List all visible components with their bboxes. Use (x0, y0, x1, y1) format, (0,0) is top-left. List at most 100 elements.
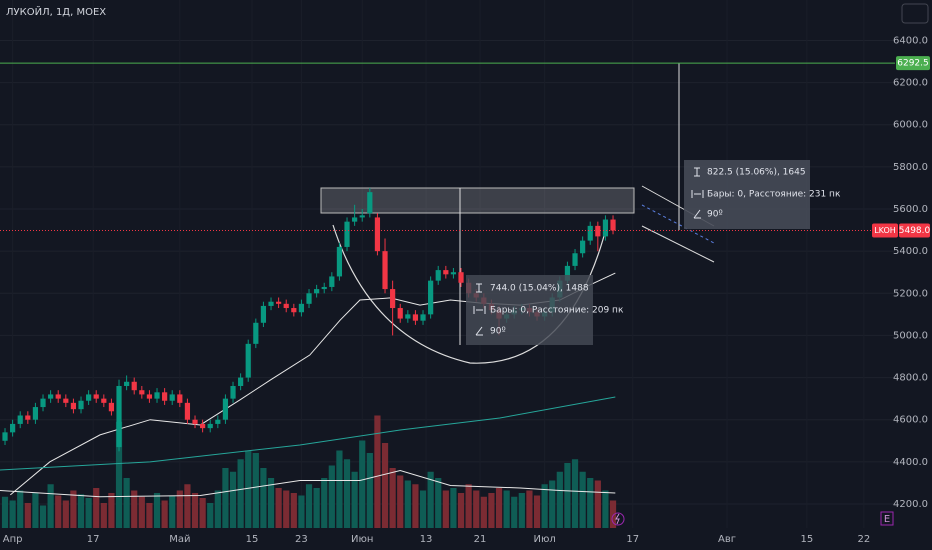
dividend-icon[interactable] (611, 512, 625, 526)
price-label: 6292.5 (897, 59, 929, 69)
candle-body (397, 308, 403, 319)
volume-bar (594, 480, 601, 528)
candle-body (420, 314, 426, 321)
candle-body (336, 246, 343, 277)
candle-body (10, 423, 16, 433)
y-tick-label: 5400.0 (893, 246, 928, 257)
volume-bar (328, 465, 335, 528)
measure-text: Бары: 0, Расстояние: 231 пк (707, 190, 841, 200)
candle-body (572, 253, 578, 266)
volume-bar (275, 488, 282, 528)
volume-bar (511, 496, 518, 528)
volume-bar (176, 490, 183, 528)
volume-bar (351, 471, 358, 528)
candle-body (405, 314, 411, 319)
volume-bar (138, 496, 145, 528)
candle-body (352, 217, 358, 222)
x-tick-label: Июн (351, 534, 373, 545)
volume-bar (473, 490, 480, 528)
volume-bar (70, 490, 77, 528)
volume-bar (298, 495, 305, 528)
channel-line (641, 225, 715, 263)
volume-bar (488, 493, 495, 528)
volume-bar (305, 484, 313, 528)
volume-bar (480, 496, 487, 528)
candle-body (222, 398, 229, 420)
overlays: 744.0 (15.04%), 1488 Бары: 0, Расстояние… (6, 3, 929, 526)
candle-body (276, 301, 282, 304)
candle-body (238, 377, 244, 386)
x-tick-label: 22 (857, 534, 870, 545)
candle-body (169, 394, 175, 401)
candle-body (230, 385, 236, 399)
measure-text: 744.0 (15.04%), 1488 (490, 284, 589, 294)
button[interactable] (901, 3, 929, 24)
candle-body (192, 419, 198, 424)
x-tick-label: Май (169, 534, 190, 545)
candle-body (253, 322, 259, 344)
volume-bar (39, 505, 47, 528)
candle-body (359, 215, 365, 218)
candle-body (78, 400, 84, 410)
volume-bar (602, 490, 609, 528)
volume-bar (336, 450, 343, 528)
candle-body (306, 293, 312, 304)
candle-body (32, 407, 39, 420)
volume-bar (229, 471, 237, 528)
y-tick-label: 5800.0 (893, 162, 928, 173)
candle-body (458, 272, 464, 283)
volume-bar (146, 503, 153, 528)
last-price-box (899, 223, 930, 238)
x-tick-label: 13 (420, 534, 433, 545)
candle-body (298, 303, 305, 313)
candle-body (374, 217, 381, 252)
volume-bar (191, 493, 199, 528)
candle-body (595, 225, 601, 237)
volume-bar (62, 500, 69, 528)
y-tick-label: 4800.0 (893, 373, 928, 384)
volume-bar (518, 493, 525, 528)
candle-body (435, 270, 441, 281)
y-tick-label: 4200.0 (893, 499, 928, 510)
volume-bar (131, 490, 138, 528)
volume-bar (55, 495, 62, 528)
volume-bar (214, 490, 221, 528)
volume-bar (503, 490, 510, 528)
volume-bar (366, 453, 373, 528)
volume-bar (77, 494, 85, 528)
x-tick-label: 21 (474, 534, 487, 545)
candle-body (215, 419, 221, 424)
candle-body (450, 272, 457, 275)
candle-body (124, 381, 130, 386)
chart-title: ЛУКОЙЛ, 1Д, MOEX (6, 5, 106, 18)
y-tick-label: 6200.0 (893, 78, 928, 89)
candle-body (329, 276, 335, 287)
volume-bar (237, 459, 244, 528)
candle-body (580, 240, 586, 254)
measure-icons (473, 167, 704, 336)
x-tick-label: Июл (533, 534, 555, 545)
volume-bar (381, 443, 389, 528)
volume-bar (283, 490, 290, 528)
volume-bar (17, 490, 24, 528)
candle-body (55, 394, 61, 399)
event-icon[interactable] (880, 511, 894, 526)
volume-bar (389, 468, 396, 528)
volume-bar (541, 484, 548, 528)
price-label-box (896, 56, 930, 71)
y-tick-label: 6000.0 (893, 120, 928, 131)
volume-bar (495, 488, 503, 528)
candle-body (428, 280, 434, 315)
candle-body (314, 289, 320, 294)
channel-mid (641, 204, 715, 244)
candle-body (108, 402, 115, 412)
volume-bar (161, 500, 168, 528)
volume-bar (442, 490, 449, 528)
volume-bar (108, 493, 115, 528)
volume-bar (404, 480, 411, 528)
candle-body (382, 251, 388, 290)
measure-text: Бары: 0, Расстояние: 209 пк (490, 306, 624, 316)
volume-bar (571, 459, 579, 528)
x-tick-label: 23 (295, 534, 308, 545)
drawings (320, 63, 715, 364)
